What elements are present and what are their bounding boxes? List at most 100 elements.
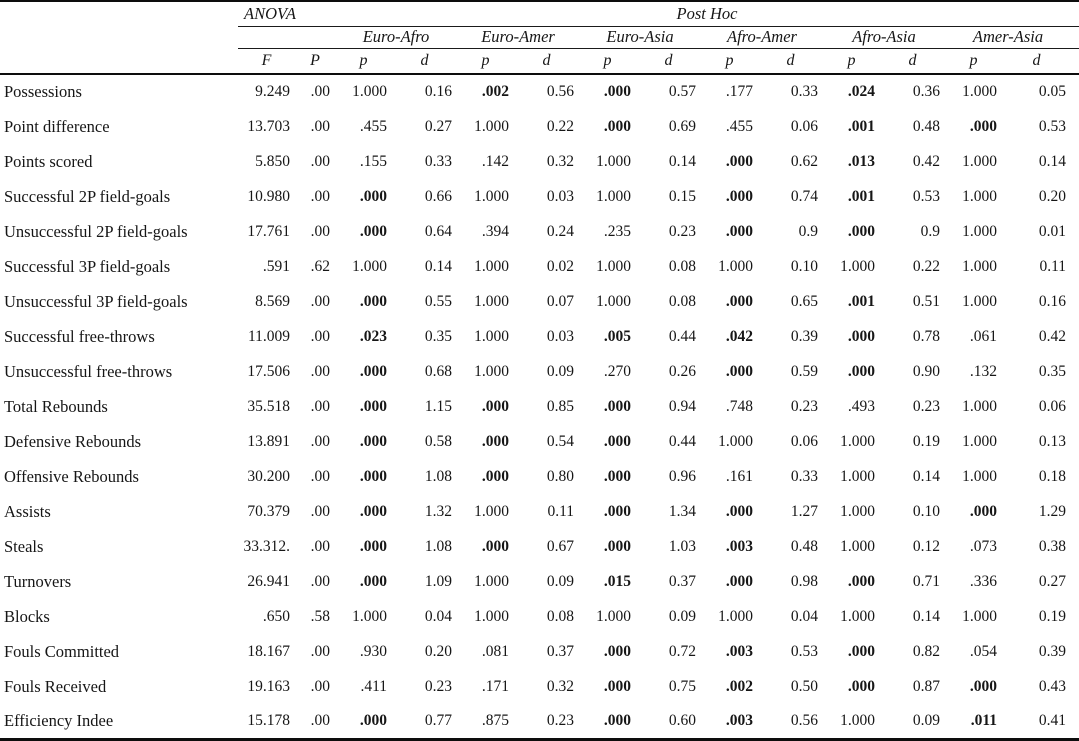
posthoc-p-value: .000 bbox=[847, 327, 875, 345]
p-anova-value: .00 bbox=[310, 327, 330, 345]
posthoc-p-value: .142 bbox=[481, 152, 509, 170]
group-afro-amer: Afro-Amer bbox=[701, 26, 823, 49]
posthoc-p-value: .748 bbox=[725, 397, 753, 415]
posthoc-p-value: .000 bbox=[969, 502, 997, 520]
posthoc-p-value: 1.000 bbox=[962, 222, 997, 240]
posthoc-p-value: 1.000 bbox=[474, 292, 509, 310]
posthoc-d-value: 0.53 bbox=[1038, 117, 1067, 135]
posthoc-d-value: 0.14 bbox=[1038, 152, 1067, 170]
posthoc-d-value: 0.69 bbox=[668, 117, 696, 135]
posthoc-p-value: 1.000 bbox=[352, 257, 387, 275]
row-label: Assists bbox=[4, 501, 51, 521]
posthoc-p-value: .000 bbox=[481, 432, 509, 450]
group-amer-asia: Amer-Asia bbox=[945, 26, 1079, 49]
row-label: Point difference bbox=[4, 116, 110, 136]
posthoc-p-value: .000 bbox=[481, 537, 509, 555]
posthoc-p-value: .394 bbox=[481, 222, 509, 240]
posthoc-p-value: .411 bbox=[360, 677, 387, 695]
posthoc-p-value: .000 bbox=[847, 572, 875, 590]
posthoc-d-value: 0.66 bbox=[424, 187, 452, 205]
posthoc-d-value: 0.94 bbox=[668, 397, 696, 415]
posthoc-p-value: 1.000 bbox=[718, 432, 753, 450]
posthoc-d-value: 0.48 bbox=[912, 117, 940, 135]
posthoc-p-value: 1.000 bbox=[840, 537, 875, 555]
posthoc-p-value: 1.000 bbox=[962, 397, 997, 415]
posthoc-d-value: 0.62 bbox=[790, 152, 818, 170]
posthoc-p-value: .000 bbox=[603, 117, 631, 135]
row-label: Efficiency Indee bbox=[4, 710, 114, 730]
posthoc-d-value: 0.14 bbox=[912, 607, 940, 625]
p-anova-value: .00 bbox=[310, 502, 330, 520]
posthoc-p-value: .000 bbox=[359, 711, 387, 729]
row-label: Successful 2P field-goals bbox=[4, 186, 171, 206]
posthoc-d-value: 0.08 bbox=[668, 292, 696, 310]
posthoc-p-value: 1.000 bbox=[840, 607, 875, 625]
header-spacer bbox=[0, 1, 238, 26]
p-anova-value: .00 bbox=[310, 117, 330, 135]
posthoc-d-value: 0.15 bbox=[668, 187, 696, 205]
table-row: Blocks .650 .58 1.000 0.04 1.000 0.08 1.000 0.09… bbox=[0, 599, 1079, 634]
posthoc-p-value: 1.000 bbox=[474, 502, 509, 520]
posthoc-p-column-header: p bbox=[335, 48, 392, 75]
posthoc-d-value: 0.74 bbox=[790, 187, 818, 205]
posthoc-d-value: 0.80 bbox=[546, 467, 574, 485]
posthoc-d-value: 0.24 bbox=[546, 222, 574, 240]
posthoc-d-value: 0.44 bbox=[668, 432, 696, 450]
posthoc-d-value: 0.82 bbox=[912, 642, 940, 660]
posthoc-p-value: .000 bbox=[725, 152, 753, 170]
posthoc-p-value: .161 bbox=[725, 467, 753, 485]
posthoc-d-value: 0.08 bbox=[546, 607, 574, 625]
posthoc-p-value: .000 bbox=[969, 677, 997, 695]
posthoc-d-value: 0.09 bbox=[912, 711, 940, 729]
posthoc-p-value: 1.000 bbox=[352, 607, 387, 625]
posthoc-d-value: 1.29 bbox=[1038, 502, 1067, 520]
posthoc-p-value: .003 bbox=[725, 711, 753, 729]
posthoc-d-value: 0.32 bbox=[546, 152, 574, 170]
posthoc-p-value: 1.000 bbox=[840, 257, 875, 275]
f-value: 9.249 bbox=[255, 83, 290, 100]
posthoc-spanner: Post Hoc bbox=[335, 1, 1079, 27]
posthoc-d-value: 0.51 bbox=[912, 292, 940, 310]
posthoc-d-value: 0.27 bbox=[1038, 572, 1067, 590]
p-anova-value: .00 bbox=[310, 677, 330, 695]
f-value: 13.891 bbox=[247, 432, 290, 450]
posthoc-d-value: 0.41 bbox=[1038, 711, 1067, 729]
table-body: Possessions 9.249.00 1.000 0.16.002 0.56.000… bbox=[0, 74, 1079, 739]
posthoc-d-value: 0.19 bbox=[912, 432, 940, 450]
f-value: 30.200 bbox=[247, 467, 290, 485]
posthoc-p-value: .000 bbox=[725, 187, 753, 205]
posthoc-p-value: 1.000 bbox=[596, 607, 631, 625]
posthoc-p-value: 1.000 bbox=[962, 292, 997, 310]
posthoc-p-value: .270 bbox=[603, 362, 631, 380]
posthoc-d-value: 1.15 bbox=[424, 397, 452, 415]
posthoc-d-value: 0.04 bbox=[790, 607, 818, 625]
posthoc-d-value: 0.03 bbox=[546, 327, 574, 345]
f-value: 8.569 bbox=[255, 292, 290, 310]
p-anova-value: .00 bbox=[310, 187, 330, 205]
table-row: Efficiency Indee 15.178 .00 .000 0.77 .875 0.2… bbox=[0, 704, 1079, 739]
posthoc-d-value: 0.09 bbox=[546, 362, 574, 380]
table-row: Unsuccessful 2P field-goals 17.761 .00 .000… bbox=[0, 214, 1079, 249]
posthoc-d-value: 0.01 bbox=[1038, 222, 1067, 240]
posthoc-d-value: 0.35 bbox=[1038, 362, 1067, 380]
row-label: Total Rebounds bbox=[4, 396, 108, 416]
posthoc-p-value: .000 bbox=[359, 537, 387, 555]
posthoc-d-value: 0.75 bbox=[668, 677, 696, 695]
posthoc-p-value: .000 bbox=[359, 397, 387, 415]
posthoc-p-value: .000 bbox=[603, 397, 631, 415]
posthoc-d-value: 1.08 bbox=[424, 467, 452, 485]
posthoc-p-value: 1.000 bbox=[474, 187, 509, 205]
posthoc-d-column-header: d bbox=[392, 48, 457, 75]
table-row: Offensive Rebounds 30.200 .00 .000 1.08 .000 0… bbox=[0, 459, 1079, 494]
posthoc-p-value: .000 bbox=[359, 572, 387, 590]
posthoc-d-value: 0.09 bbox=[668, 607, 696, 625]
posthoc-d-value: 0.48 bbox=[790, 537, 818, 555]
group-euro-amer: Euro-Amer bbox=[457, 26, 579, 49]
posthoc-p-value: .002 bbox=[481, 83, 509, 100]
table-row: Total Rebounds 35.518 .00 .000 1.15 .000 0.85.… bbox=[0, 389, 1079, 424]
posthoc-p-value: .001 bbox=[847, 187, 875, 205]
posthoc-p-value: .000 bbox=[603, 677, 631, 695]
posthoc-d-value: 0.38 bbox=[1038, 537, 1067, 555]
posthoc-d-value: 0.68 bbox=[424, 362, 452, 380]
